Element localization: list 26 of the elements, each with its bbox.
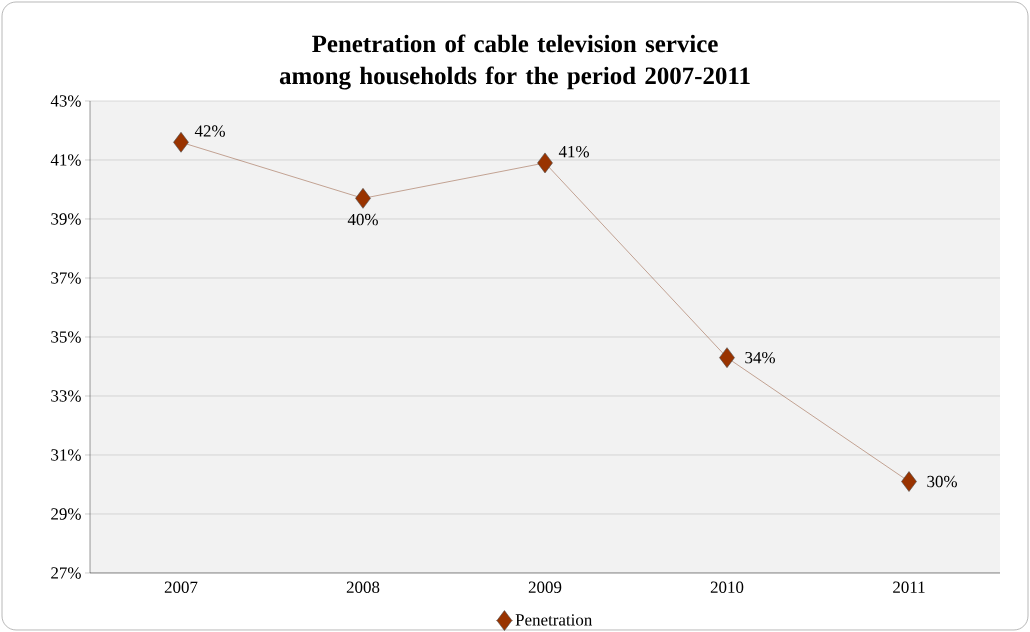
- y-tick-label: 31%: [51, 449, 81, 461]
- y-tick-label: 29%: [51, 508, 81, 520]
- data-label: 30%: [927, 475, 957, 488]
- point: [173, 131, 189, 153]
- x-tick-label: 2010: [710, 581, 744, 593]
- data-label: 34%: [745, 351, 775, 364]
- point: [537, 152, 553, 174]
- y-tick-label: 27%: [51, 567, 81, 579]
- y-tick-label: 37%: [51, 272, 81, 284]
- y-tick-label: 43%: [50, 95, 81, 107]
- data-label: 40%: [347, 213, 378, 226]
- point: [719, 347, 735, 368]
- legend-label: Penetration: [515, 614, 593, 626]
- chart-title: Penetration of cable television service among households for the period 2007-2011: [279, 34, 750, 90]
- x-tick-label: 2007: [164, 581, 198, 593]
- x-tick-label: 2008: [346, 581, 380, 593]
- y-tick-label: 35%: [51, 331, 81, 343]
- point: [901, 471, 917, 492]
- x-tick-label: 2009: [528, 581, 562, 593]
- data-label: 42%: [194, 125, 225, 137]
- y-tick-label: 39%: [51, 213, 81, 225]
- y-tick-label: 33%: [51, 390, 81, 402]
- point: [355, 188, 371, 209]
- y-tick-label: 41%: [50, 154, 81, 166]
- data-label: 41%: [558, 145, 589, 158]
- x-tick-label: 2011: [893, 581, 925, 593]
